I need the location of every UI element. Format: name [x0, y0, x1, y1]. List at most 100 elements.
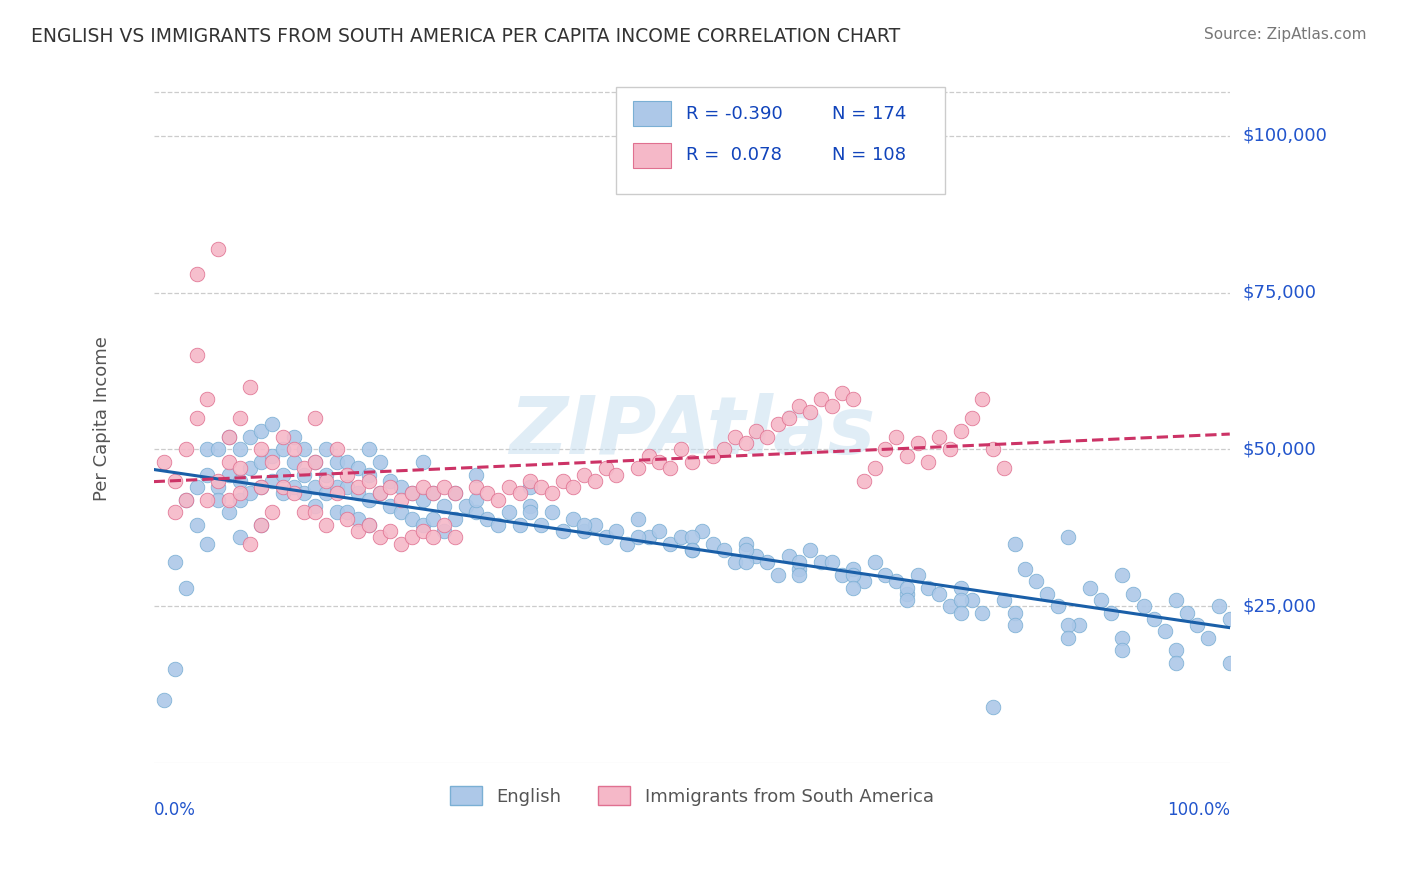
Point: [778, 411, 800, 425]
Text: $100,000: $100,000: [1243, 127, 1327, 145]
Point: [218, 505, 240, 519]
Point: [1090, 593, 1112, 607]
Point: [1175, 606, 1198, 620]
Point: [357, 517, 380, 532]
Point: [218, 455, 240, 469]
Point: [498, 480, 520, 494]
Point: [1164, 656, 1187, 670]
Text: Source: ZipAtlas.com: Source: ZipAtlas.com: [1204, 27, 1367, 42]
Point: [637, 449, 659, 463]
Point: [174, 492, 197, 507]
Point: [304, 480, 326, 494]
Point: [1014, 562, 1036, 576]
Point: [1004, 618, 1026, 632]
Point: [627, 461, 650, 475]
Point: [486, 492, 509, 507]
Point: [702, 449, 724, 463]
Point: [260, 449, 283, 463]
Point: [842, 568, 865, 582]
Point: [981, 442, 1004, 457]
Point: [572, 524, 595, 538]
Point: [1025, 574, 1047, 589]
Point: [477, 511, 499, 525]
Point: [530, 480, 553, 494]
Point: [412, 524, 434, 538]
Point: [530, 517, 553, 532]
Point: [465, 480, 488, 494]
Text: N = 108: N = 108: [831, 146, 905, 164]
Point: [734, 436, 756, 450]
Point: [368, 486, 391, 500]
Point: [292, 442, 315, 457]
Point: [165, 505, 187, 519]
Point: [583, 517, 606, 532]
Point: [789, 399, 811, 413]
Point: [907, 568, 929, 582]
Point: [444, 486, 467, 500]
Point: [315, 442, 337, 457]
Point: [981, 699, 1004, 714]
Point: [444, 511, 467, 525]
Point: [572, 467, 595, 482]
Point: [949, 606, 972, 620]
Point: [271, 486, 294, 500]
Point: [347, 511, 370, 525]
Point: [820, 556, 842, 570]
Text: $75,000: $75,000: [1243, 284, 1316, 301]
Point: [250, 517, 273, 532]
Point: [401, 530, 423, 544]
Point: [1057, 631, 1080, 645]
Text: 100.0%: 100.0%: [1167, 801, 1230, 819]
Point: [1208, 599, 1230, 614]
Point: [174, 492, 197, 507]
Point: [153, 693, 176, 707]
Point: [165, 474, 187, 488]
Point: [315, 517, 337, 532]
Point: [304, 455, 326, 469]
Point: [884, 430, 907, 444]
Point: [250, 455, 273, 469]
Point: [1132, 599, 1154, 614]
Point: [766, 568, 789, 582]
Point: [681, 530, 703, 544]
Point: [605, 524, 627, 538]
Point: [949, 424, 972, 438]
Point: [283, 480, 305, 494]
Point: [207, 480, 229, 494]
Point: [207, 492, 229, 507]
Point: [681, 542, 703, 557]
Point: [218, 430, 240, 444]
Point: [186, 348, 208, 362]
Point: [831, 386, 853, 401]
Point: [304, 455, 326, 469]
Point: [325, 486, 347, 500]
Point: [1046, 599, 1069, 614]
Point: [681, 455, 703, 469]
Point: [292, 505, 315, 519]
Point: [283, 442, 305, 457]
Point: [433, 517, 456, 532]
Point: [347, 480, 370, 494]
Point: [401, 486, 423, 500]
Point: [325, 480, 347, 494]
Point: [412, 492, 434, 507]
Point: [724, 556, 747, 570]
Point: [799, 405, 821, 419]
Point: [315, 467, 337, 482]
Point: [357, 492, 380, 507]
Point: [960, 593, 983, 607]
Point: [380, 499, 402, 513]
Point: [422, 511, 444, 525]
Point: [972, 392, 994, 407]
Point: [799, 542, 821, 557]
Text: 0.0%: 0.0%: [153, 801, 195, 819]
Point: [229, 442, 252, 457]
Point: [616, 536, 638, 550]
Point: [250, 517, 273, 532]
Point: [368, 486, 391, 500]
Point: [1057, 530, 1080, 544]
Point: [1099, 606, 1122, 620]
FancyBboxPatch shape: [633, 102, 671, 126]
Point: [993, 593, 1015, 607]
Point: [540, 486, 562, 500]
